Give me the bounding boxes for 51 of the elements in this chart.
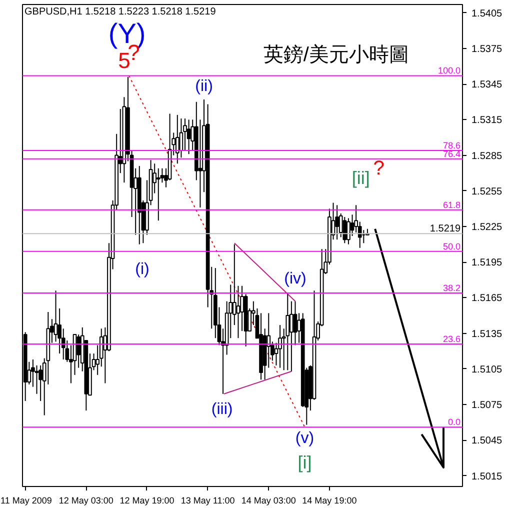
y-tick-label: 1.5255 [472, 186, 503, 198]
candlestick [38, 364, 42, 402]
x-tick-label: 14 May 03:00 [241, 496, 296, 506]
annotation: 23.6 [442, 334, 461, 344]
y-tick-label: 1.5405 [472, 8, 503, 20]
annotation: (iii) [211, 400, 233, 418]
x-tick-label: 12 May 03:00 [58, 496, 114, 506]
y-tick-label: 1.5165 [472, 293, 503, 304]
annotation: 50.0 [442, 241, 461, 252]
candlestick [342, 216, 347, 244]
annotation: [i] [298, 452, 312, 472]
y-tick-label: 1.5135 [472, 328, 503, 340]
y-tick-label: 1.5195 [472, 258, 503, 269]
candlestick [186, 119, 191, 155]
candlestick [278, 324, 282, 368]
x-tick-label: 14 May 19:00 [302, 496, 357, 506]
annotation: 76.4 [442, 148, 461, 159]
y-tick-label: 1.5075 [472, 400, 503, 412]
annotation: (v) [295, 430, 314, 447]
candlestick [76, 334, 80, 368]
candlestick [293, 300, 298, 346]
y-tick-label: 1.5015 [472, 471, 503, 482]
y-tick-label: 1.5315 [472, 115, 503, 126]
candlestick [236, 285, 240, 339]
chart-title: GBPUSD,H1 1.5218 1.5223 1.5218 1.5219 [24, 6, 216, 18]
x-tick-label: 13 May 11:00 [180, 496, 235, 506]
annotation: (iv) [284, 270, 306, 288]
annotation: 61.8 [442, 200, 461, 210]
y-tick-label: 1.5045 [472, 436, 503, 447]
annotation: ? [373, 157, 384, 180]
annotation: [ii] [352, 168, 370, 188]
y-tick-label: 1.5345 [472, 80, 503, 91]
y-tick-label: 1.5105 [472, 364, 503, 376]
annotation: 78.6 [442, 140, 461, 151]
candlestick [346, 218, 350, 245]
annotation: (i) [135, 261, 150, 278]
annotation: (ii) [195, 78, 213, 95]
ref-line-label: 1.5219 [430, 224, 461, 235]
annotation: 100.0 [438, 66, 461, 76]
annotation: 0.0 [448, 417, 461, 428]
candlestick [335, 204, 339, 240]
x-tick-label: 11 May 2009 [0, 496, 52, 506]
candlestick [156, 168, 160, 222]
y-tick-label: 1.5225 [472, 222, 503, 234]
candlestick [175, 114, 180, 164]
y-tick-label: 1.5285 [472, 150, 503, 162]
candlestick [286, 294, 290, 371]
x-tick-label: 12 May 19:00 [120, 496, 174, 506]
y-tick-label: 1.5375 [472, 44, 503, 55]
annotation: 38.2 [442, 282, 461, 293]
annotation: 英鎊/美元小時圖 [263, 43, 409, 66]
